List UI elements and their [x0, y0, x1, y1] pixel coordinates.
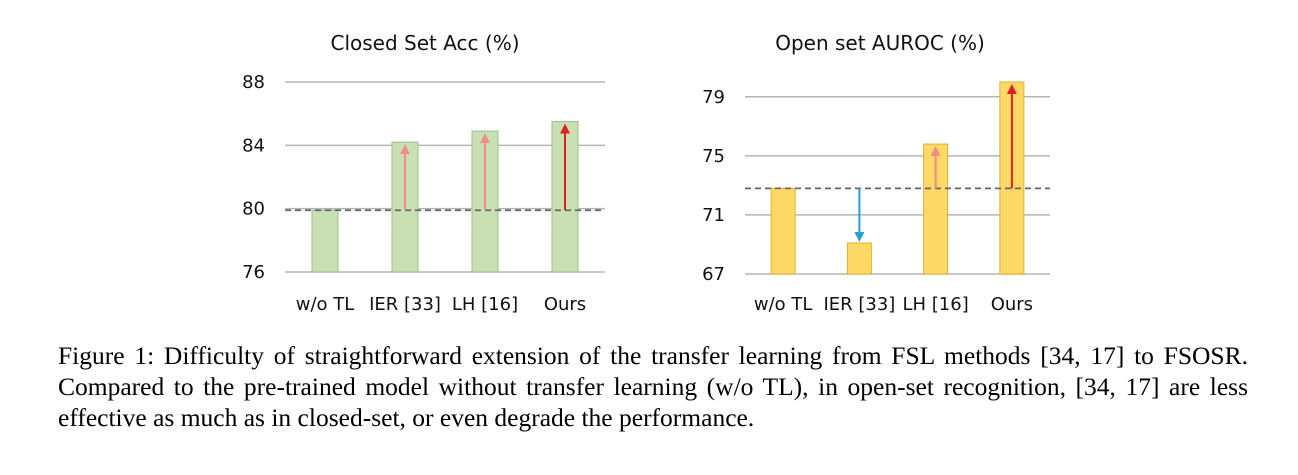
chart-title: Closed Set Acc (%) — [330, 31, 519, 55]
bar — [311, 209, 339, 273]
open-set-auroc-chart: Open set AUROC (%) 67 71 75 79 w/o TL IER [33]… — [702, 31, 1050, 315]
x-category-label: IER [33] — [369, 294, 441, 315]
y-tick-label: 80 — [242, 199, 265, 220]
y-tick-label: 88 — [242, 72, 265, 93]
bar — [923, 143, 949, 275]
y-tick-label: 79 — [702, 87, 725, 108]
y-tick-label: 84 — [242, 135, 265, 156]
x-category-label: LH [16] — [903, 294, 969, 315]
x-category-label: w/o TL — [296, 294, 355, 315]
y-tick-label: 67 — [702, 264, 725, 285]
y-tick-label: 71 — [702, 205, 725, 226]
x-category-label: LH [16] — [452, 294, 518, 315]
x-category-label: IER [33] — [823, 294, 895, 315]
x-category-label: Ours — [544, 294, 586, 315]
x-category-label: w/o TL — [754, 294, 813, 315]
x-category-label: Ours — [991, 294, 1033, 315]
chart-title: Open set AUROC (%) — [775, 31, 985, 55]
bar — [770, 187, 796, 275]
y-tick-label: 76 — [242, 262, 265, 283]
closed-set-accuracy-chart: Closed Set Acc (%) 76 80 84 88 w/o TL IER [33]… — [242, 31, 605, 315]
y-tick-label: 75 — [702, 146, 725, 167]
bar — [846, 242, 872, 275]
figure-caption: Figure 1: Difficulty of straightforward … — [58, 341, 1248, 432]
